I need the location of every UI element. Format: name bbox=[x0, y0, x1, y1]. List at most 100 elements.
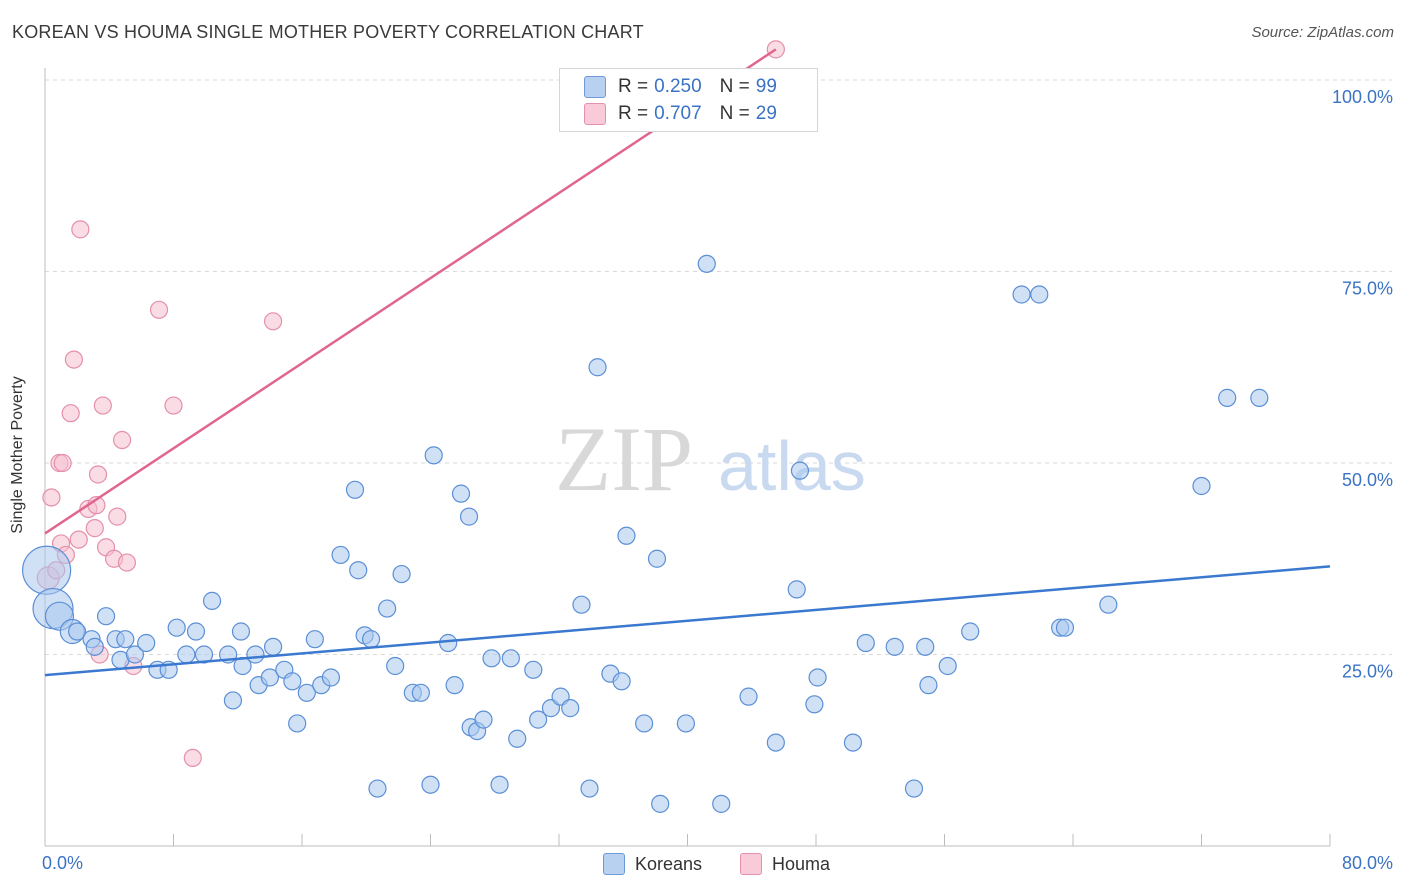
koreans-point bbox=[85, 637, 104, 656]
koreans-point bbox=[283, 672, 302, 691]
koreans-point bbox=[305, 630, 324, 649]
r-label: R = bbox=[618, 103, 649, 124]
koreans-point bbox=[790, 461, 810, 480]
houma-points bbox=[36, 40, 785, 768]
trend-lines bbox=[44, 48, 1331, 677]
houma-point bbox=[263, 312, 283, 331]
x-tick-label-min: 0.0% bbox=[42, 853, 83, 873]
koreans-point bbox=[805, 695, 824, 714]
koreans-point bbox=[378, 599, 397, 618]
koreans-point bbox=[1055, 618, 1075, 637]
koreans-point bbox=[116, 630, 135, 649]
koreans-point bbox=[231, 622, 251, 641]
koreans-point bbox=[697, 254, 716, 273]
koreans-point bbox=[1192, 476, 1211, 496]
koreans-point bbox=[501, 649, 520, 668]
koreans-point bbox=[766, 733, 785, 752]
koreans-point bbox=[919, 676, 938, 695]
chart-title: KOREAN VS HOUMA SINGLE MOTHER POVERTY CO… bbox=[12, 22, 644, 42]
koreans-point bbox=[529, 710, 548, 729]
koreans-point bbox=[361, 630, 381, 649]
koreans-point bbox=[843, 733, 863, 752]
houma-point bbox=[64, 350, 84, 369]
houma-point bbox=[42, 488, 61, 507]
koreans-n-value: 99 bbox=[755, 76, 777, 97]
koreans-point bbox=[424, 446, 443, 465]
watermark-atlas: atlas bbox=[718, 427, 866, 505]
koreans-point bbox=[345, 480, 365, 499]
source-label: Source: ZipAtlas.com bbox=[1251, 24, 1394, 41]
r-label: R = bbox=[618, 76, 649, 97]
koreans-point bbox=[524, 660, 543, 679]
axis-labels: 25.0% 50.0% 75.0% 100.0% 0.0% 80.0% bbox=[42, 87, 1393, 873]
koreans-point bbox=[508, 729, 527, 748]
bottom-legend-houma[interactable]: Houma bbox=[740, 852, 830, 876]
koreans-point bbox=[1012, 285, 1031, 304]
koreans-point bbox=[331, 545, 350, 565]
koreans-point bbox=[916, 637, 935, 656]
houma-n-value: 29 bbox=[755, 103, 777, 124]
koreans-point bbox=[459, 507, 479, 526]
koreans-point bbox=[938, 656, 957, 676]
koreans-point bbox=[561, 699, 580, 718]
houma-point bbox=[108, 507, 127, 526]
houma-point bbox=[112, 430, 132, 450]
koreans-point bbox=[349, 561, 368, 580]
koreans-point bbox=[386, 656, 405, 676]
koreans-point bbox=[635, 714, 654, 733]
koreans-point bbox=[856, 633, 875, 653]
koreans-point bbox=[186, 622, 206, 641]
koreans-point bbox=[904, 779, 924, 798]
koreans-point bbox=[263, 637, 283, 656]
koreans-point bbox=[68, 622, 87, 641]
koreans-point bbox=[411, 683, 430, 702]
koreans-point bbox=[288, 714, 307, 733]
koreans-point bbox=[482, 649, 501, 668]
legend-row-koreans: R = 0.250 N = 99 bbox=[584, 74, 777, 100]
koreans-point bbox=[617, 526, 636, 545]
houma-point bbox=[53, 453, 72, 473]
koreans-point bbox=[1250, 388, 1269, 407]
houma-legend-label: Houma bbox=[772, 853, 831, 874]
korean-points bbox=[22, 254, 1269, 813]
y-tick-label: 25.0% bbox=[1342, 662, 1393, 682]
koreans-point bbox=[96, 607, 116, 626]
koreans-point bbox=[712, 794, 731, 813]
houma-point bbox=[93, 396, 112, 415]
koreans-point bbox=[194, 645, 214, 664]
koreans-point bbox=[961, 622, 980, 641]
houma-point bbox=[88, 465, 108, 484]
koreans-point bbox=[1030, 285, 1049, 304]
koreans-point bbox=[246, 645, 265, 664]
koreans-r-value: 0.250 bbox=[654, 76, 702, 97]
stats-legend: R = 0.250 N = 99 R = 0.707 N = 29 bbox=[559, 68, 818, 132]
koreans-point bbox=[223, 691, 243, 710]
houma-point bbox=[164, 396, 183, 415]
koreans-swatch bbox=[584, 76, 606, 98]
koreans-point bbox=[676, 714, 695, 733]
koreans-point bbox=[787, 580, 806, 599]
houma-point bbox=[149, 300, 169, 319]
koreans-point bbox=[137, 633, 156, 653]
koreans-point bbox=[580, 779, 599, 798]
y-tick-label: 100.0% bbox=[1332, 87, 1393, 107]
houma-swatch bbox=[584, 103, 606, 125]
koreans-point bbox=[392, 564, 411, 584]
x-tick-label-max: 80.0% bbox=[1342, 853, 1393, 873]
y-tick-label: 75.0% bbox=[1342, 279, 1393, 299]
koreans-legend-swatch bbox=[603, 853, 625, 875]
koreans-point bbox=[260, 668, 279, 687]
houma-point bbox=[71, 220, 90, 239]
koreans-point bbox=[651, 794, 670, 813]
koreans-point bbox=[451, 484, 471, 503]
koreans-point bbox=[445, 676, 464, 695]
bottom-legend-koreans[interactable]: Koreans bbox=[603, 852, 702, 876]
koreans-legend-label: Koreans bbox=[635, 853, 703, 874]
houma-point bbox=[117, 553, 137, 572]
houma-point bbox=[61, 404, 80, 423]
koreans-point bbox=[177, 645, 196, 664]
houma-point bbox=[183, 748, 202, 768]
houma-r-value: 0.707 bbox=[654, 103, 702, 124]
legend-row-houma: R = 0.707 N = 29 bbox=[584, 101, 777, 127]
